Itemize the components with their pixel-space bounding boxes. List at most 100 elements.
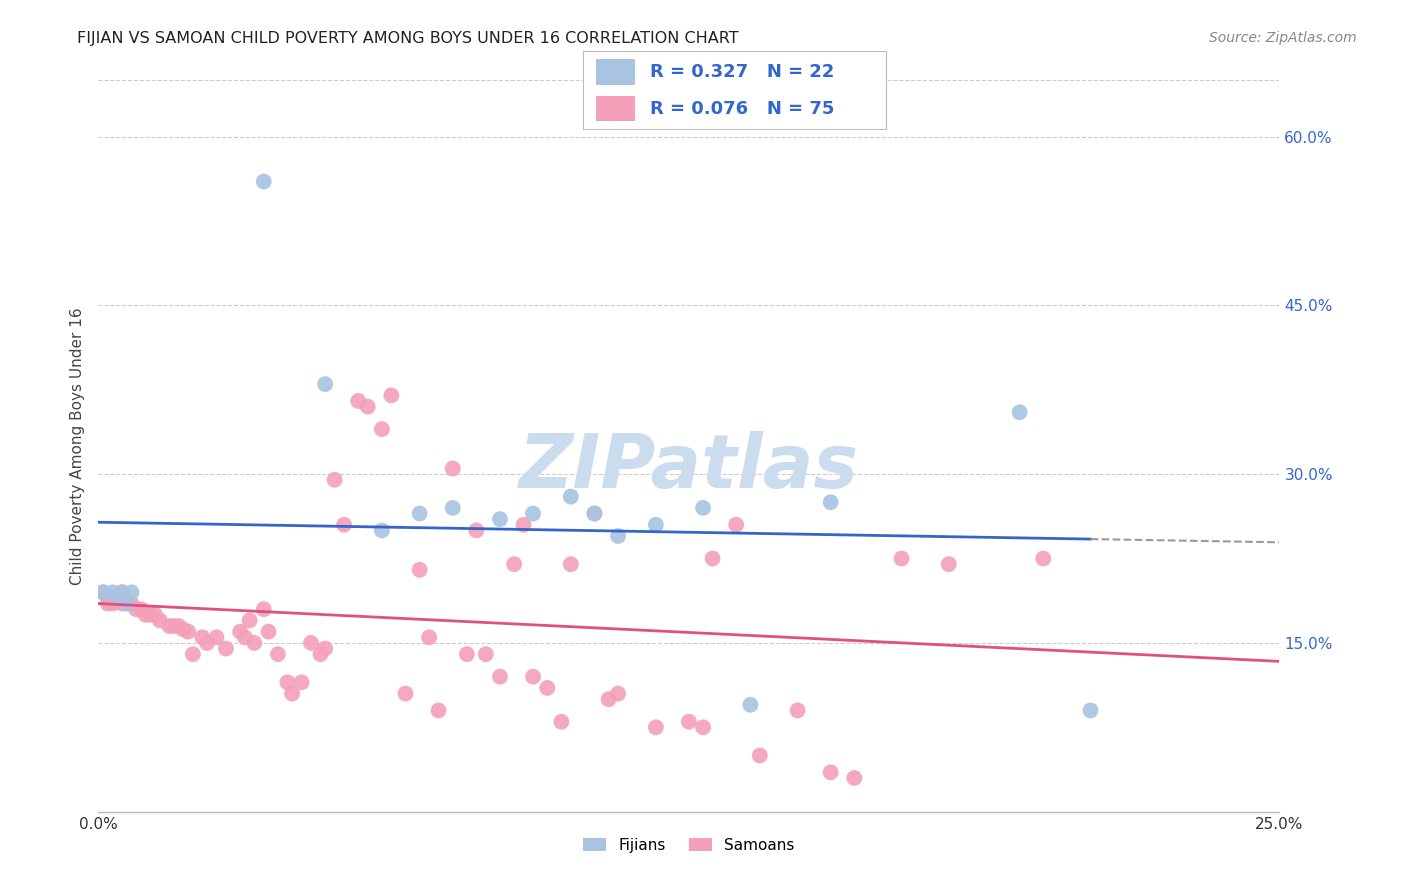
Point (91, 585, 114, 599)
Point (427, 703, 450, 717)
Point (253, 175, 276, 189)
Point (456, 647, 478, 661)
Point (191, 630, 214, 644)
Point (644, 720, 666, 734)
Point (465, 524, 488, 538)
Point (101, 591, 124, 605)
Point (239, 614, 262, 628)
Text: FIJIAN VS SAMOAN CHILD POVERTY AMONG BOYS UNDER 16 CORRELATION CHART: FIJIAN VS SAMOAN CHILD POVERTY AMONG BOY… (77, 31, 740, 46)
Point (725, 517, 748, 532)
Point (678, 714, 700, 729)
Point (441, 500, 464, 515)
Point (149, 614, 172, 628)
Point (560, 557, 582, 571)
Point (195, 636, 218, 650)
Point (323, 473, 346, 487)
Point (333, 517, 356, 532)
Point (583, 507, 606, 521)
Point (607, 529, 630, 543)
Point (844, 771, 866, 785)
Point (276, 675, 298, 690)
Point (475, 647, 498, 661)
Point (371, 422, 394, 436)
Point (243, 636, 266, 650)
Point (105, 591, 128, 605)
Point (1032, 551, 1054, 566)
Point (702, 551, 724, 566)
Point (233, 630, 256, 644)
Legend: Fijians, Samoans: Fijians, Samoans (578, 831, 800, 859)
Point (380, 388, 402, 402)
Point (253, 602, 276, 616)
Point (115, 597, 138, 611)
Point (121, 597, 143, 611)
Point (748, 748, 770, 763)
Point (299, 636, 322, 650)
Point (91, 585, 114, 599)
Y-axis label: Child Poverty Among Boys Under 16: Child Poverty Among Boys Under 16 (69, 307, 84, 585)
Point (489, 670, 512, 684)
Point (418, 630, 440, 644)
Point (1008, 405, 1031, 419)
Point (607, 687, 630, 701)
Bar (596, 95, 636, 121)
Point (157, 619, 180, 633)
Point (129, 602, 152, 616)
Bar (596, 59, 636, 85)
Point (121, 585, 143, 599)
Point (115, 597, 138, 611)
Point (135, 607, 157, 622)
Point (408, 507, 430, 521)
Point (97, 597, 120, 611)
Point (101, 597, 124, 611)
Point (644, 517, 666, 532)
Point (172, 623, 194, 637)
Point (111, 585, 134, 599)
Point (394, 687, 416, 701)
Point (97, 591, 120, 605)
Point (125, 602, 148, 616)
Text: ZIPatlas: ZIPatlas (519, 432, 859, 505)
Point (550, 714, 572, 729)
Point (181, 647, 204, 661)
Point (938, 557, 960, 571)
Point (371, 524, 394, 538)
Point (257, 624, 280, 639)
Point (229, 624, 252, 639)
Point (512, 517, 534, 532)
Point (105, 591, 128, 605)
Point (111, 597, 134, 611)
Point (786, 703, 808, 717)
Text: R = 0.327   N = 22: R = 0.327 N = 22 (650, 62, 834, 80)
Point (139, 607, 162, 622)
Point (215, 641, 238, 656)
Point (560, 490, 582, 504)
Point (583, 507, 606, 521)
Point (820, 765, 842, 780)
Text: Source: ZipAtlas.com: Source: ZipAtlas.com (1209, 31, 1357, 45)
Point (281, 687, 304, 701)
Point (740, 698, 762, 712)
Point (267, 647, 290, 661)
Point (503, 557, 526, 571)
Point (890, 551, 912, 566)
Point (1080, 703, 1102, 717)
Point (177, 624, 200, 639)
Point (101, 585, 124, 599)
Point (357, 400, 380, 414)
Point (111, 585, 134, 599)
Point (314, 377, 336, 392)
Point (314, 641, 336, 656)
Point (820, 495, 842, 509)
Point (205, 630, 228, 644)
Point (522, 670, 544, 684)
Point (309, 647, 332, 661)
Point (522, 507, 544, 521)
Point (536, 681, 558, 695)
Point (143, 607, 166, 622)
Point (598, 692, 620, 706)
Point (441, 461, 464, 475)
Point (347, 394, 370, 409)
Point (167, 619, 190, 633)
Point (489, 512, 512, 526)
